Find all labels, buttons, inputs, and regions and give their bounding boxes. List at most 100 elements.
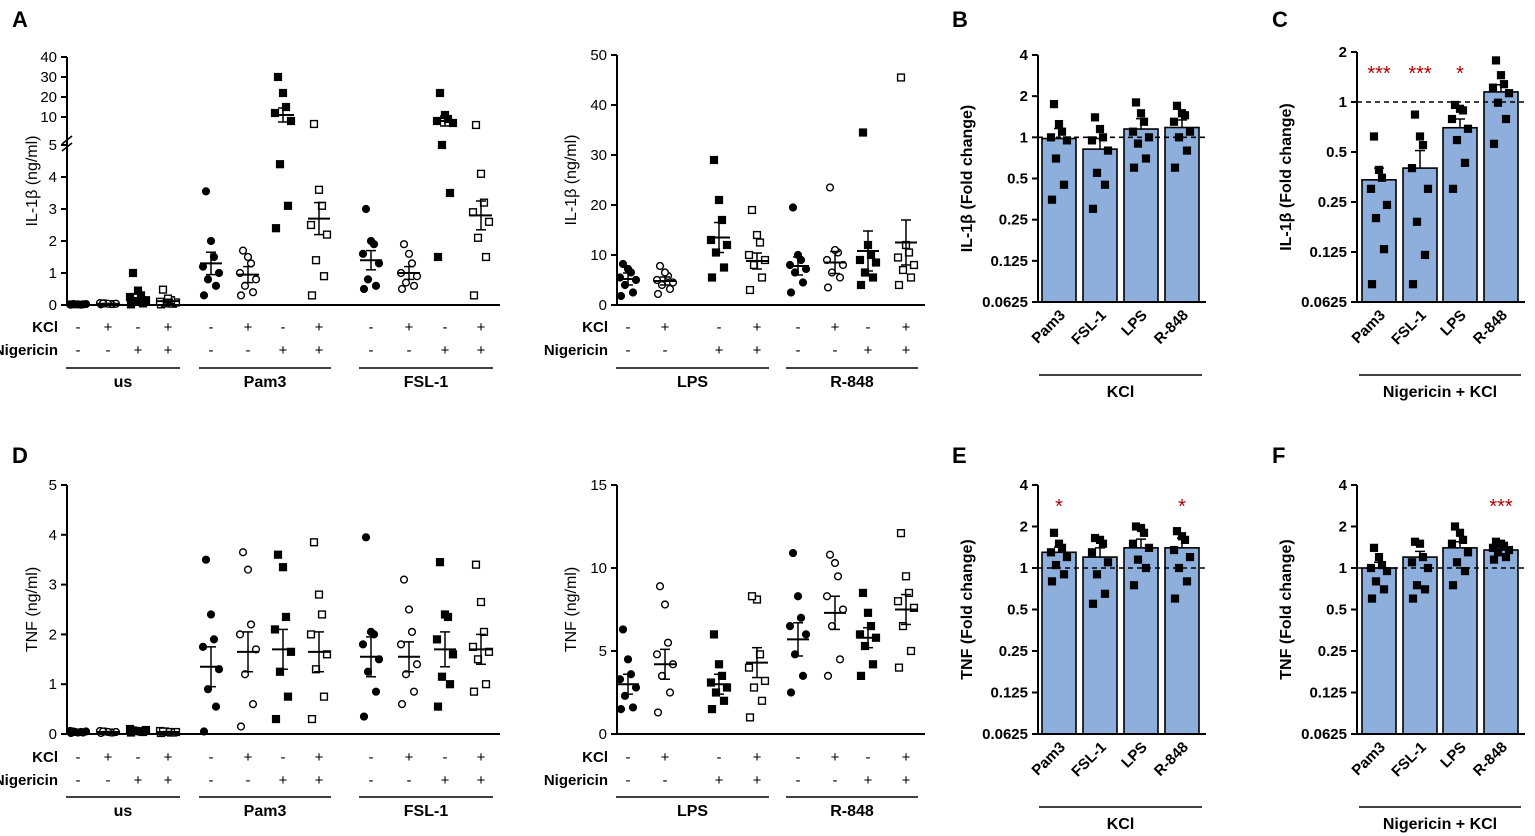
x-tick-label: R-848	[1151, 307, 1192, 348]
data-point	[1131, 522, 1141, 531]
x-tick-label: Pam3	[1029, 307, 1069, 347]
panel-letter: E	[952, 443, 967, 468]
y-tick-label: 4	[49, 169, 57, 186]
data-point	[616, 291, 626, 301]
data-point	[433, 252, 443, 262]
y-tick-label: 0.0625	[982, 294, 1028, 311]
data-point	[1415, 132, 1425, 141]
data-point	[479, 627, 489, 637]
data-point	[896, 73, 906, 82]
data-point	[825, 550, 835, 559]
nigericin-sign: +	[902, 342, 911, 359]
nigericin-sign: +	[902, 772, 911, 789]
kcl-sign: -	[626, 749, 631, 766]
data-point	[203, 275, 213, 284]
y-tick-label: 3	[49, 201, 57, 218]
nigericin-sign: +	[864, 772, 873, 789]
data-point	[409, 281, 419, 290]
nigericin-sign: -	[106, 342, 111, 359]
kcl-sign: +	[661, 749, 670, 766]
y-tick-label: 15	[590, 477, 607, 494]
y-tick-label: 4	[49, 527, 57, 544]
data-point	[1491, 56, 1501, 65]
data-point	[868, 273, 878, 282]
data-point	[1367, 280, 1377, 289]
y-tick-label: 0.125	[990, 253, 1028, 270]
data-point	[1496, 71, 1506, 80]
data-point	[371, 687, 381, 696]
data-point	[1054, 119, 1064, 129]
y-axis-label: IL-1β (ng/ml)	[563, 135, 580, 226]
data-point	[246, 620, 256, 629]
data-point	[309, 538, 319, 547]
data-point	[306, 630, 316, 639]
data-point	[476, 597, 486, 607]
data-point	[894, 280, 904, 290]
data-point	[1488, 83, 1498, 92]
data-point	[755, 238, 765, 247]
nigericin-sign: +	[134, 772, 143, 789]
data-point	[1448, 184, 1458, 193]
data-point	[1172, 527, 1182, 536]
nigericin-sign: -	[833, 772, 838, 789]
group-label: R-848	[830, 374, 874, 391]
data-point	[901, 572, 911, 581]
nigericin-sign: +	[279, 772, 288, 789]
group-label: R-848	[830, 803, 874, 820]
data-point	[248, 700, 258, 709]
data-point	[1170, 594, 1180, 603]
y-axis-label: IL-1β (Fold change)	[959, 105, 976, 253]
bar	[1123, 128, 1159, 303]
data-point	[311, 256, 321, 265]
data-point	[1423, 563, 1433, 573]
data-point	[747, 592, 757, 601]
data-point	[201, 187, 211, 196]
y-axis-label: IL-1β (ng/ml)	[24, 136, 41, 227]
data-point	[401, 278, 411, 287]
data-point	[856, 671, 866, 681]
y-axis-label: TNF (Fold change)	[1278, 539, 1295, 679]
data-point	[1128, 539, 1138, 548]
data-point	[835, 655, 845, 664]
bar	[1361, 179, 1397, 303]
data-point	[243, 565, 253, 574]
nigericin-sign: +	[315, 342, 324, 359]
data-point	[745, 285, 755, 295]
data-point	[752, 230, 762, 240]
data-point	[747, 205, 757, 215]
nigericin-sign: -	[76, 772, 81, 789]
data-point	[1448, 581, 1458, 590]
data-point	[1501, 114, 1511, 124]
data-point	[358, 249, 368, 258]
data-point	[722, 240, 732, 250]
data-point	[281, 612, 291, 622]
kcl-sign: +	[315, 749, 324, 766]
data-point	[283, 201, 293, 210]
y-tick-label: 5	[599, 643, 607, 660]
data-point	[707, 273, 717, 282]
data-point	[1447, 539, 1457, 548]
data-point	[655, 582, 665, 591]
nigericin-row-label: Nigericin	[544, 772, 608, 789]
data-point	[1382, 200, 1392, 210]
y-tick-label: 4	[1339, 477, 1348, 494]
data-point	[481, 680, 491, 689]
kcl-sign: +	[831, 749, 840, 766]
data-point	[1059, 570, 1069, 579]
data-point	[1493, 548, 1503, 557]
data-point	[744, 250, 754, 260]
data-point	[1059, 180, 1069, 189]
data-point	[1423, 184, 1433, 193]
data-point	[785, 621, 795, 631]
data-point	[445, 680, 455, 689]
data-point	[271, 714, 281, 724]
data-point	[371, 281, 381, 290]
kcl-sign: -	[76, 319, 81, 336]
kcl-sign: +	[405, 749, 414, 766]
x-tick-label: Pam3	[1029, 739, 1069, 779]
kcl-sign: +	[477, 749, 486, 766]
y-tick-label: 1	[49, 676, 57, 693]
kcl-sign: -	[717, 749, 722, 766]
group-label: LPS	[677, 803, 708, 820]
y-tick-label: 0.25	[1318, 643, 1347, 660]
